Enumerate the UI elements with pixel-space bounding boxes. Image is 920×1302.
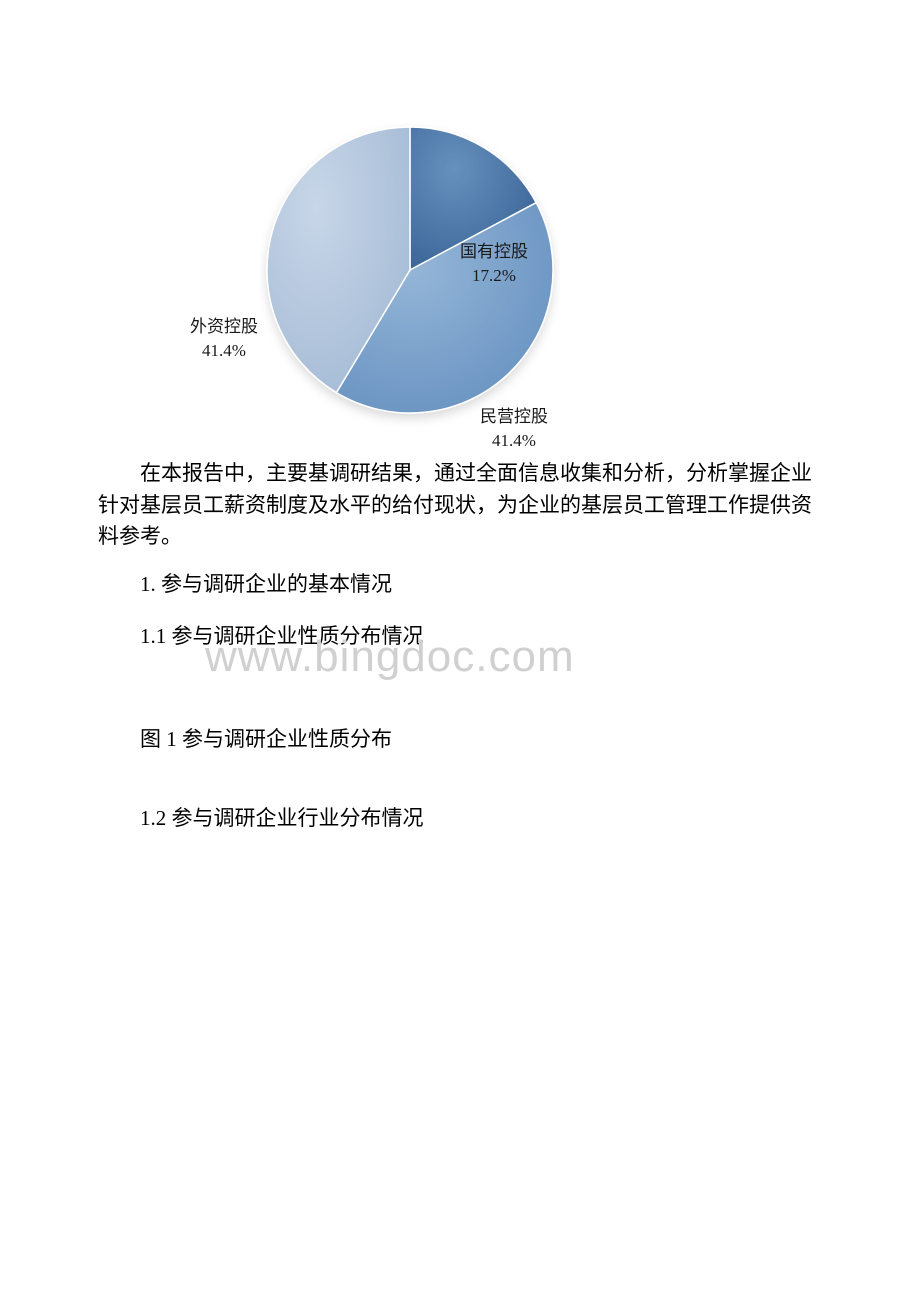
figure-1-caption: 图 1 参与调研企业性质分布 <box>98 724 392 756</box>
section-1-1-heading: 1.1 参与调研企业性质分布情况 <box>98 621 424 653</box>
section-1-heading: 1. 参与调研企业的基本情况 <box>98 569 392 601</box>
pie-chart-container: 国有控股17.2% 民营控股41.4% 外资控股41.4% <box>130 90 610 450</box>
slice-label-0: 国有控股17.2% <box>460 240 528 288</box>
slice-label-2: 外资控股41.4% <box>190 315 258 363</box>
report-paragraph: 在本报告中，主要基调研结果，通过全面信息收集和分析，分析掌握企业针对基层员工薪资… <box>98 458 822 553</box>
slice-label-1: 民营控股41.4% <box>480 405 548 453</box>
section-1-2-heading: 1.2 参与调研企业行业分布情况 <box>98 803 424 835</box>
